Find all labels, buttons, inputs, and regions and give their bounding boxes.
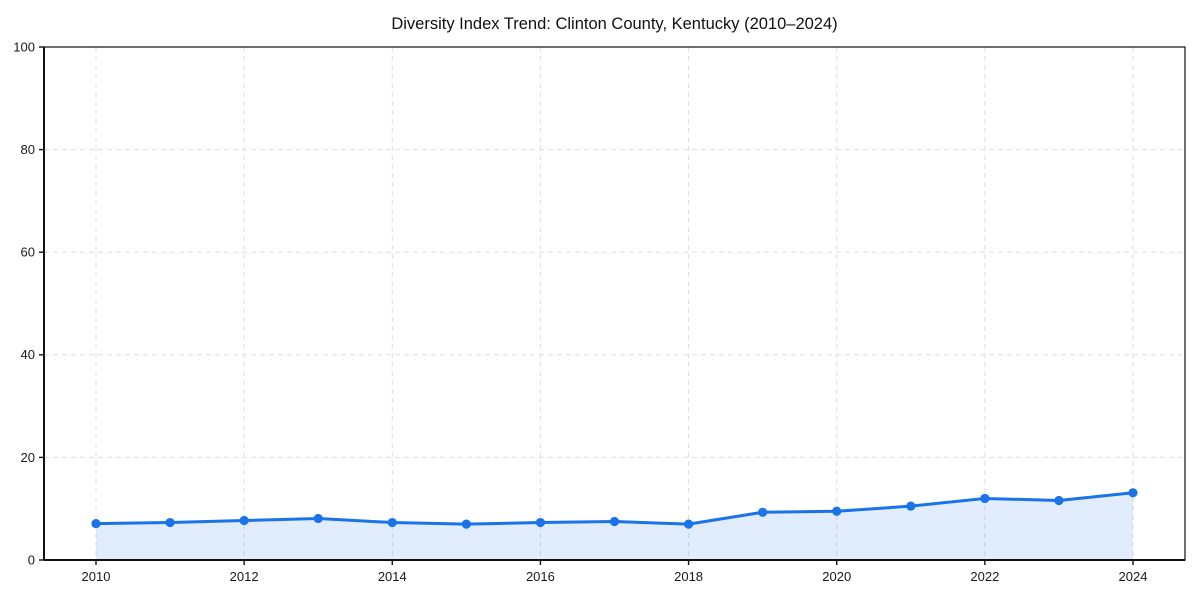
data-point-2023 — [1054, 495, 1064, 506]
data-point-2019 — [758, 507, 768, 517]
x-axis-tick-label: 2020 — [822, 569, 851, 584]
x-axis-tick-label: 2024 — [1119, 569, 1148, 584]
data-point-2022 — [980, 493, 990, 504]
data-point-2016 — [535, 517, 546, 528]
data-point-2015 — [461, 519, 471, 529]
data-point-2010 — [91, 518, 101, 529]
area-fill-shape — [96, 492, 1133, 560]
y-axis-tick-label: 60 — [21, 245, 35, 260]
y-axis-tick-label: 20 — [21, 450, 35, 465]
data-point-2011 — [165, 517, 175, 528]
plot-box — [43, 46, 1186, 561]
x-axis-tick-label: 2012 — [230, 569, 259, 584]
y-axis-tick-label: 100 — [13, 39, 35, 54]
data-point-2020 — [832, 506, 842, 516]
chart-title: Diversity Index Trend: Clinton County, K… — [391, 15, 837, 33]
y-axis-tick-labels: 0 20 40 60 80 100 — [13, 39, 35, 567]
x-axis-tick-label: 2010 — [82, 569, 111, 584]
axis-ticks — [39, 46, 1134, 565]
y-axis-tick-label: 0 — [28, 552, 35, 567]
data-point-2021 — [906, 501, 916, 511]
x-axis-tick-label: 2014 — [378, 569, 407, 584]
x-axis-tick-label: 2016 — [526, 569, 555, 584]
data-point-2013 — [313, 513, 323, 524]
x-axis-tick-label: 2022 — [970, 569, 999, 584]
plot-border — [43, 46, 1186, 561]
area-fill — [96, 492, 1133, 560]
data-point-2017 — [609, 516, 620, 527]
data-point-2018 — [683, 519, 694, 529]
x-axis-tick-labels: 2010 2012 2014 2016 2018 2020 2022 2024 — [82, 569, 1148, 584]
x-axis-tick-label: 2018 — [674, 569, 703, 584]
gridlines — [44, 47, 1185, 560]
data-points — [91, 488, 1138, 529]
data-point-2012 — [239, 515, 249, 526]
y-axis-tick-label: 80 — [21, 142, 35, 157]
y-axis-tick-label: 40 — [21, 347, 35, 362]
data-point-2014 — [387, 517, 397, 528]
data-point-2024 — [1128, 488, 1138, 498]
